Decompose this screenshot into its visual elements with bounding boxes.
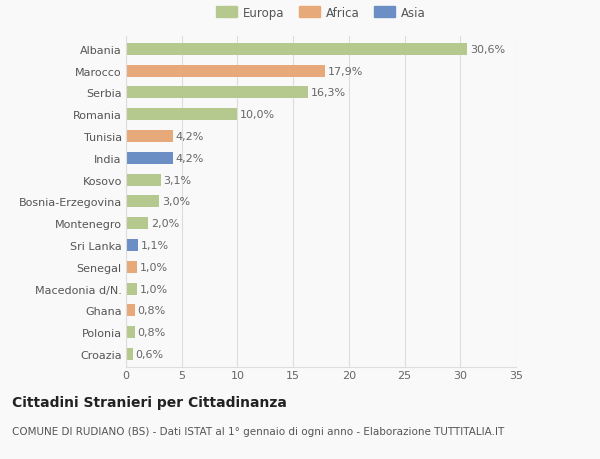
Bar xyxy=(126,87,308,99)
Text: 1,1%: 1,1% xyxy=(141,241,169,251)
Text: Cittadini Stranieri per Cittadinanza: Cittadini Stranieri per Cittadinanza xyxy=(12,395,287,409)
Text: 1,0%: 1,0% xyxy=(140,284,168,294)
Text: 30,6%: 30,6% xyxy=(470,45,505,55)
Bar xyxy=(126,240,138,252)
Text: 0,6%: 0,6% xyxy=(136,349,164,359)
Bar xyxy=(126,218,148,230)
Bar xyxy=(126,261,137,273)
Text: 3,0%: 3,0% xyxy=(162,197,190,207)
Text: 16,3%: 16,3% xyxy=(310,88,346,98)
Text: 10,0%: 10,0% xyxy=(240,110,275,120)
Text: 0,8%: 0,8% xyxy=(138,306,166,316)
Bar xyxy=(126,305,135,317)
Bar xyxy=(126,348,133,360)
Bar xyxy=(126,326,135,338)
Bar xyxy=(126,196,160,208)
Bar xyxy=(126,131,173,143)
Text: 4,2%: 4,2% xyxy=(176,153,204,163)
Bar xyxy=(126,283,137,295)
Text: COMUNE DI RUDIANO (BS) - Dati ISTAT al 1° gennaio di ogni anno - Elaborazione TU: COMUNE DI RUDIANO (BS) - Dati ISTAT al 1… xyxy=(12,426,504,436)
Legend: Europa, Africa, Asia: Europa, Africa, Asia xyxy=(212,3,430,23)
Text: 2,0%: 2,0% xyxy=(151,218,179,229)
Bar xyxy=(126,152,173,164)
Text: 1,0%: 1,0% xyxy=(140,262,168,272)
Bar xyxy=(126,109,238,121)
Text: 17,9%: 17,9% xyxy=(328,67,364,77)
Bar xyxy=(126,44,467,56)
Text: 4,2%: 4,2% xyxy=(176,132,204,142)
Text: 0,8%: 0,8% xyxy=(138,327,166,337)
Bar xyxy=(126,174,161,186)
Text: 3,1%: 3,1% xyxy=(163,175,191,185)
Bar xyxy=(126,66,325,78)
